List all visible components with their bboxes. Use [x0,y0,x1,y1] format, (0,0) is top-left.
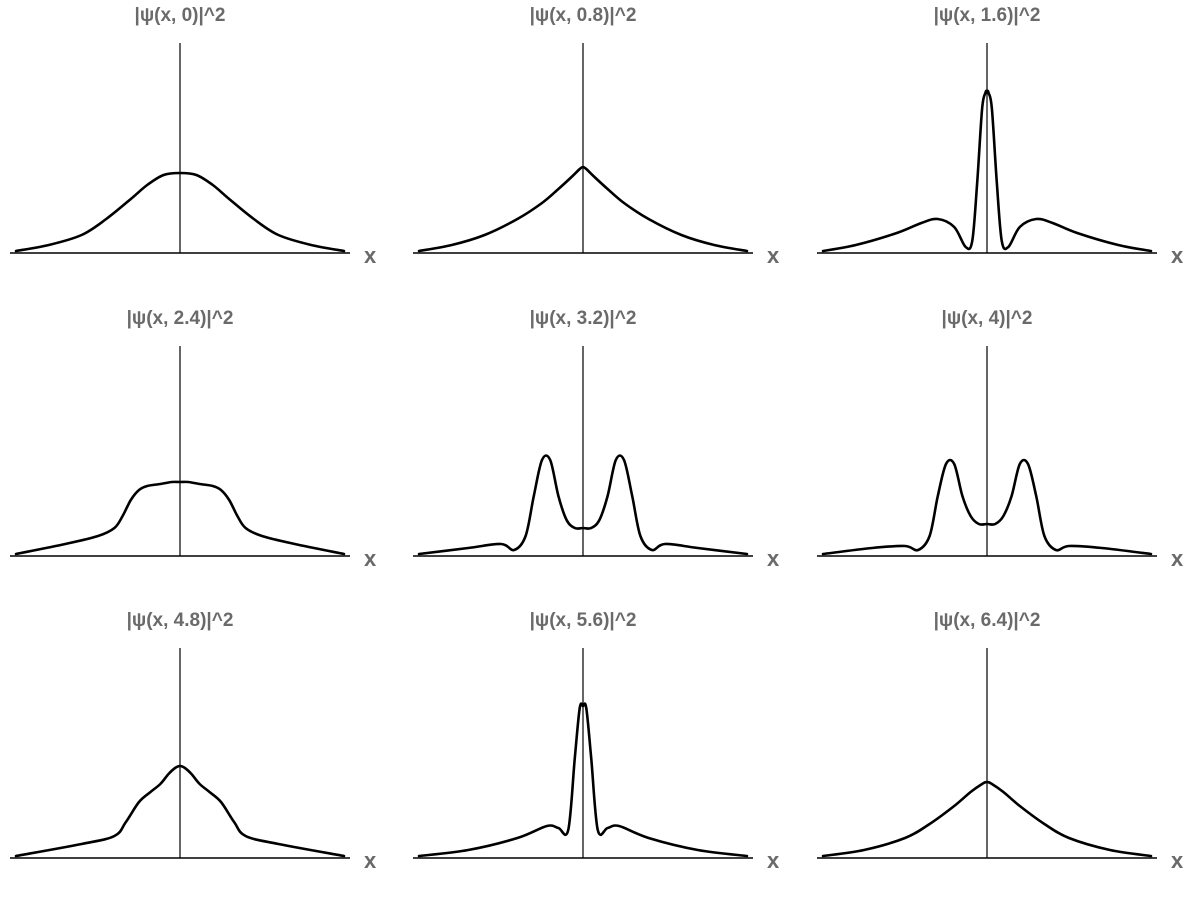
plot-title: |ψ(x, 0.8)|^2 [529,5,637,26]
plot-svg: x [413,648,780,873]
plot-grid: |ψ(x, 0)|^2 x |ψ(x, 0.8)|^2 x |ψ(x, 1.6)|^2 x… [10,5,1197,873]
x-axis-label: x [767,243,780,268]
plot-svg: x [10,648,377,873]
plot-svg: x [817,43,1184,268]
plot-svg: x [817,346,1184,571]
plot-svg: x [10,346,377,571]
x-axis-label: x [364,848,377,873]
x-axis-label: x [364,243,377,268]
plot-panel: |ψ(x, 2.4)|^2 x [10,308,405,598]
density-curve [821,458,1153,556]
x-axis-label: x [1171,243,1184,268]
x-axis-label: x [767,848,780,873]
plot-svg: x [413,43,780,268]
density-curve [417,454,749,556]
plot-title: |ψ(x, 3.2)|^2 [529,308,637,329]
plot-panel: |ψ(x, 1.6)|^2 x [817,5,1197,295]
plot-svg: x [413,346,780,571]
plot-title: |ψ(x, 0)|^2 [134,5,226,26]
plot-title: |ψ(x, 4.8)|^2 [126,610,234,631]
plot-panel: |ψ(x, 4)|^2 x [817,308,1197,598]
plot-svg: x [817,648,1184,873]
density-curve [417,702,749,858]
plot-panel: |ψ(x, 6.4)|^2 x [817,610,1197,900]
plot-title: |ψ(x, 4)|^2 [941,308,1033,329]
density-curve [14,764,346,858]
plot-panel: |ψ(x, 0.8)|^2 x [413,5,808,295]
x-axis-label: x [767,546,780,571]
plot-svg: x [10,43,377,268]
x-axis-label: x [364,546,377,571]
density-curve [417,165,749,253]
plot-title: |ψ(x, 5.6)|^2 [529,610,637,631]
x-axis-label: x [1171,848,1184,873]
density-curve [821,89,1153,253]
plot-panel: |ψ(x, 4.8)|^2 x [10,610,405,900]
plot-title: |ψ(x, 6.4)|^2 [933,610,1041,631]
density-curve [821,780,1153,858]
density-curve [14,171,346,253]
plot-title: |ψ(x, 1.6)|^2 [933,5,1041,26]
density-curve [14,480,346,556]
plot-panel: |ψ(x, 3.2)|^2 x [413,308,808,598]
plot-title: |ψ(x, 2.4)|^2 [126,308,234,329]
plot-panel: |ψ(x, 5.6)|^2 x [413,610,808,900]
x-axis-label: x [1171,546,1184,571]
plot-panel: |ψ(x, 0)|^2 x [10,5,405,295]
